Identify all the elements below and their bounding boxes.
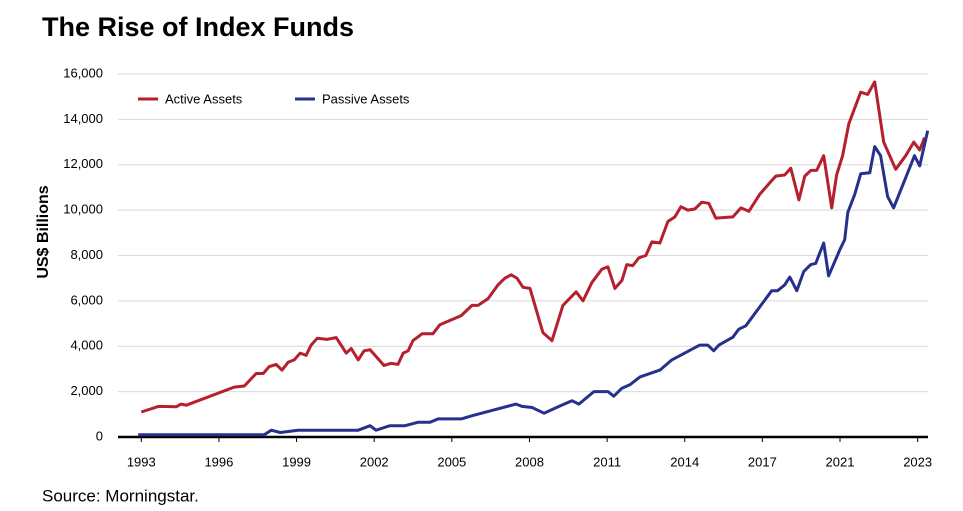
y-tick-label: 12,000 — [63, 156, 103, 171]
x-tick-label: 2002 — [360, 454, 389, 469]
y-tick-label: 10,000 — [63, 202, 103, 217]
x-tick-label: 2023 — [903, 454, 932, 469]
x-tick-label: 2011 — [593, 454, 621, 469]
x-tick-label: 2008 — [515, 454, 544, 469]
chart-title: The Rise of Index Funds — [42, 12, 354, 42]
y-tick-label: 6,000 — [70, 292, 103, 307]
y-tick-label: 16,000 — [63, 65, 103, 80]
y-tick-label: 8,000 — [70, 247, 103, 262]
y-tick-label: 4,000 — [70, 338, 103, 353]
x-tick-label: 2017 — [748, 454, 777, 469]
legend-label: Active Assets — [165, 91, 243, 106]
y-tick-label: 14,000 — [63, 111, 103, 126]
x-tick-label: 1996 — [204, 454, 233, 469]
series-line — [138, 130, 930, 437]
source-note: Source: Morningstar. — [42, 486, 199, 505]
y-tick-label: 0 — [96, 428, 103, 443]
series-line — [140, 80, 926, 414]
x-tick-label: 1993 — [127, 454, 156, 469]
x-tick-label: 2005 — [437, 454, 466, 469]
legend-label: Passive Assets — [322, 91, 410, 106]
y-axis-label: US$ Billions — [35, 185, 52, 278]
x-tick-label: 2021 — [826, 454, 855, 469]
y-tick-label: 2,000 — [70, 383, 103, 398]
x-tick-label: 2014 — [670, 454, 699, 469]
x-tick-label: 1999 — [282, 454, 311, 469]
